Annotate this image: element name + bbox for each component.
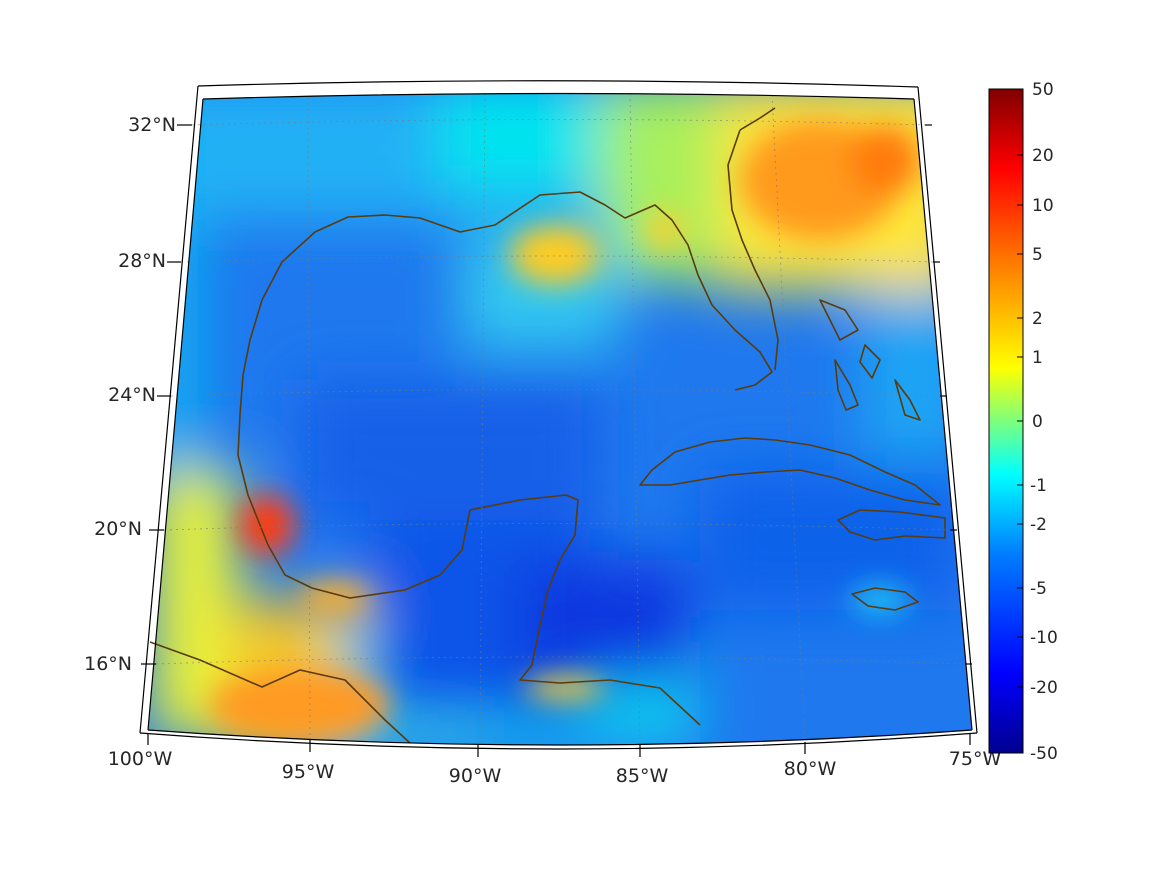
cuba-coast [639, 437, 941, 506]
colorbar-label-20: 20 [1032, 146, 1054, 166]
colorbar-label-1: 1 [1032, 348, 1043, 368]
coastlines [149, 107, 946, 744]
lon-label-80w: 80°W [784, 758, 837, 780]
colorbar-label-neg50: -50 [1030, 744, 1058, 764]
gulf-coast-north-america [149, 107, 779, 744]
colorbar-label-0: 0 [1032, 412, 1043, 432]
longitude-labels: 100°W 95°W 90°W 85°W 80°W 75°W [108, 748, 1002, 787]
colorbar: 50 20 10 5 2 1 0 -1 -2 -5 -10 -20 -50 [988, 80, 1058, 764]
hispaniola-coast [837, 509, 946, 541]
colorbar-label-10: 10 [1032, 196, 1054, 216]
bahamas-coast [819, 299, 921, 421]
colorbar-label-neg10: -10 [1030, 628, 1058, 648]
lat-label-28n: 28°N [118, 250, 166, 272]
lat-label-16n: 16°N [84, 653, 132, 675]
lon-label-75w: 75°W [949, 748, 1002, 770]
lon-label-100w: 100°W [108, 748, 173, 770]
colorbar-label-neg20: -20 [1030, 678, 1058, 698]
data-field [148, 93, 972, 745]
lat-label-20n: 20°N [94, 518, 142, 540]
lon-label-95w: 95°W [282, 761, 335, 783]
lat-label-32n: 32°N [128, 114, 176, 136]
colorbar-label-50: 50 [1032, 80, 1054, 100]
colorbar-label-neg2: -2 [1030, 515, 1047, 535]
jamaica-coast [851, 587, 919, 611]
lon-label-90w: 90°W [449, 765, 502, 787]
colorbar-label-neg5: -5 [1030, 579, 1047, 599]
colorbar-label-neg1: -1 [1030, 476, 1047, 496]
colorbar-label-5: 5 [1032, 245, 1043, 265]
colorbar-label-2: 2 [1032, 309, 1043, 329]
latitude-labels: 32°N 28°N 24°N 20°N 16°N [84, 114, 176, 675]
lon-label-85w: 85°W [616, 765, 669, 787]
map-frame [139, 80, 978, 750]
colorbar-ticks [1017, 154, 1023, 688]
tick-marks [141, 124, 972, 757]
graticule [155, 92, 966, 746]
lat-label-24n: 24°N [108, 384, 156, 406]
